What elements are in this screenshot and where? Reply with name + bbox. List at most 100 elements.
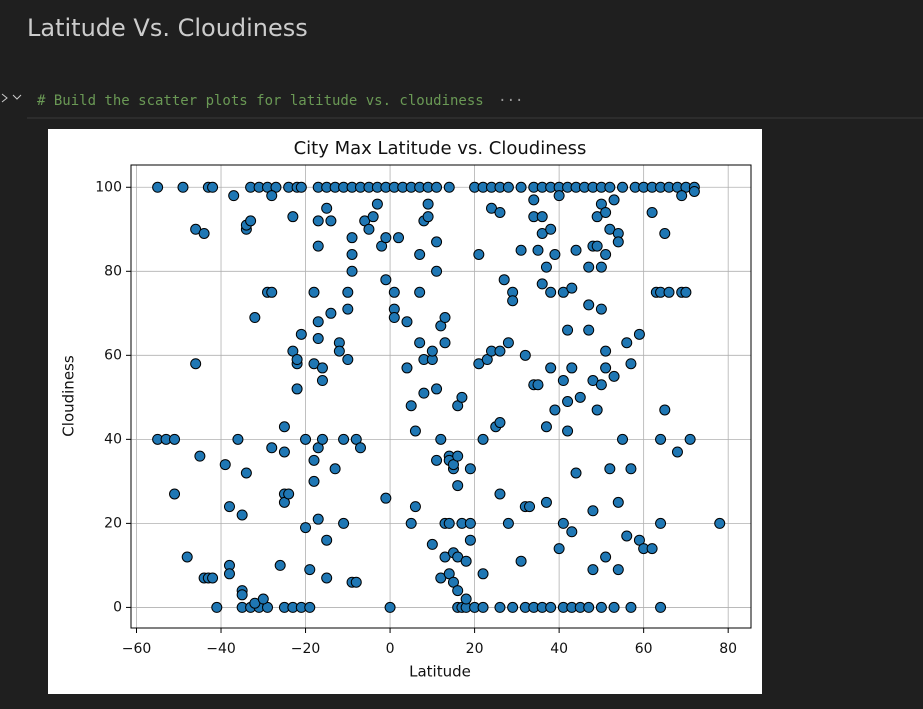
y-tick-label: 80 xyxy=(104,263,122,279)
point xyxy=(380,492,392,504)
point xyxy=(545,601,557,613)
point xyxy=(621,337,633,349)
point xyxy=(540,421,552,433)
point xyxy=(663,286,675,298)
point xyxy=(304,564,316,576)
point xyxy=(342,303,354,315)
point xyxy=(515,555,527,567)
point xyxy=(422,211,434,223)
point xyxy=(287,211,299,223)
y-tick-label: 60 xyxy=(104,347,122,363)
point xyxy=(219,459,231,471)
point xyxy=(414,337,426,349)
point xyxy=(316,433,328,445)
point xyxy=(316,362,328,374)
point xyxy=(684,433,696,445)
point xyxy=(646,543,658,555)
point xyxy=(540,261,552,273)
x-tick-label: 0 xyxy=(386,641,395,657)
point xyxy=(553,543,565,555)
point xyxy=(549,248,561,260)
point xyxy=(502,337,514,349)
point xyxy=(414,286,426,298)
x-tick-label: 20 xyxy=(466,641,484,657)
point xyxy=(671,446,683,458)
point xyxy=(426,538,438,550)
point xyxy=(566,282,578,294)
run-icon[interactable] xyxy=(1,93,8,103)
point xyxy=(608,370,620,382)
point xyxy=(595,601,607,613)
point xyxy=(325,307,337,319)
point xyxy=(477,433,489,445)
point xyxy=(600,362,612,374)
chart-title: City Max Latitude vs. Cloudiness xyxy=(294,138,587,159)
point xyxy=(207,181,219,193)
collapse-icon[interactable] xyxy=(12,94,22,100)
point xyxy=(401,316,413,328)
point xyxy=(329,463,341,475)
point xyxy=(595,303,607,315)
point xyxy=(245,215,257,227)
x-tick-label: 60 xyxy=(635,641,653,657)
point xyxy=(633,328,645,340)
point xyxy=(401,362,413,374)
point xyxy=(655,517,667,529)
point xyxy=(595,261,607,273)
point xyxy=(604,463,616,475)
point xyxy=(443,517,455,529)
point xyxy=(363,223,375,235)
point xyxy=(515,181,527,193)
point xyxy=(536,211,548,223)
point xyxy=(621,530,633,542)
point xyxy=(346,248,358,260)
point xyxy=(502,517,514,529)
point xyxy=(570,467,582,479)
point xyxy=(604,181,616,193)
point xyxy=(338,433,350,445)
plot-frame xyxy=(130,164,752,629)
point xyxy=(409,501,421,513)
point xyxy=(591,404,603,416)
point xyxy=(528,194,540,206)
point xyxy=(342,286,354,298)
point xyxy=(405,517,417,529)
collapsed-marker[interactable]: ··· xyxy=(498,93,523,109)
point xyxy=(587,505,599,517)
point xyxy=(342,354,354,366)
point xyxy=(384,601,396,613)
point xyxy=(617,433,629,445)
point xyxy=(625,601,637,613)
point xyxy=(308,454,320,466)
point xyxy=(494,488,506,500)
point xyxy=(312,333,324,345)
point xyxy=(659,227,671,239)
point xyxy=(321,572,333,584)
point xyxy=(283,488,295,500)
y-tick-label: 0 xyxy=(113,599,122,615)
point xyxy=(562,425,574,437)
point xyxy=(414,248,426,260)
point xyxy=(557,375,569,387)
point xyxy=(574,391,586,403)
point xyxy=(431,236,443,248)
point xyxy=(439,337,451,349)
point xyxy=(304,601,316,613)
point xyxy=(612,496,624,508)
point xyxy=(494,345,506,357)
x-tick-label: 40 xyxy=(550,641,568,657)
point xyxy=(431,383,443,395)
point xyxy=(346,232,358,244)
point xyxy=(655,433,667,445)
point xyxy=(612,236,624,248)
point xyxy=(625,463,637,475)
point xyxy=(591,240,603,252)
point xyxy=(452,450,464,462)
point xyxy=(431,454,443,466)
point xyxy=(443,181,455,193)
point xyxy=(545,223,557,235)
point xyxy=(240,467,252,479)
y-axis-label: Cloudiness xyxy=(60,355,78,437)
point xyxy=(608,194,620,206)
